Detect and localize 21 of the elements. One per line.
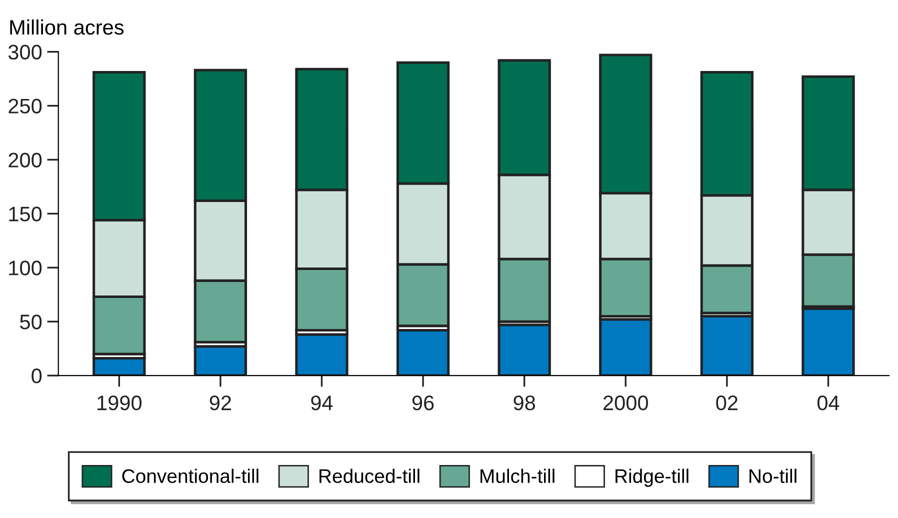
x-tick-label: 2000 <box>604 396 648 410</box>
legend-label: No-till <box>750 468 796 484</box>
x-tick-label: 98 <box>514 396 536 410</box>
y-tick-label: 200 <box>8 152 42 168</box>
y-tick-label: 150 <box>9 206 42 222</box>
y-tick-label: 300 <box>8 44 42 60</box>
x-tick-label: 1990 <box>98 396 142 410</box>
x-tick-label: 94 <box>311 396 333 410</box>
x-tick-label: 96 <box>412 396 434 410</box>
legend-label: Mulch-till <box>480 468 554 484</box>
y-tick-label: 0 <box>32 368 42 384</box>
y-tick-label: 50 <box>20 314 42 330</box>
x-tick-label: 02 <box>716 396 738 410</box>
x-tick-label: 04 <box>817 396 840 410</box>
legend-label: Reduced-till <box>320 468 420 484</box>
legend-label: Ridge-till <box>616 468 688 487</box>
y-axis-title: Million acres <box>10 19 124 35</box>
legend-label: Conventional-till <box>122 468 258 484</box>
y-tick-label: 100 <box>9 260 42 276</box>
y-tick-label: 250 <box>8 98 42 114</box>
x-tick-label: 92 <box>210 396 231 410</box>
